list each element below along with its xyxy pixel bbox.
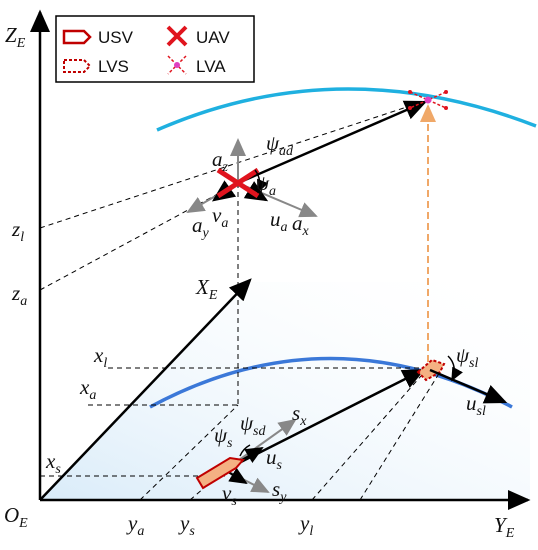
label: ay — [192, 213, 210, 241]
legend: USV UAV LVS LVA — [55, 15, 255, 83]
label: usl — [466, 391, 486, 419]
legend-label: UAV — [196, 28, 230, 47]
label: ys — [178, 511, 195, 539]
label: ψa — [256, 171, 276, 199]
label-sub: y — [201, 226, 210, 241]
label-sub: s — [189, 524, 195, 539]
label-sub: a — [89, 388, 96, 403]
label-main: v — [222, 481, 232, 505]
label: za — [11, 281, 27, 309]
label-main: a — [292, 211, 303, 235]
label-sub: z — [222, 160, 229, 175]
label: sx — [292, 401, 307, 429]
label: YE — [494, 513, 515, 541]
label-sub: y — [278, 490, 287, 505]
label-main: y — [298, 511, 310, 535]
label-main: Y — [494, 513, 508, 537]
label-main: v — [212, 203, 222, 227]
legend-label: USV — [98, 28, 134, 47]
label: sy — [272, 477, 287, 505]
label-sub: x — [299, 414, 307, 429]
label: ψad — [266, 131, 294, 159]
label-sub: a — [269, 184, 276, 199]
label-main: O — [4, 503, 19, 527]
label-sub: s — [231, 494, 237, 509]
label-sub: l — [103, 356, 107, 371]
legend-label: LVA — [196, 57, 226, 76]
label-main: s — [272, 477, 280, 501]
label-sub: a — [221, 216, 228, 231]
label-main: u — [270, 207, 281, 231]
label-main: u — [466, 391, 477, 415]
label-main: X — [195, 275, 210, 299]
label-main: z — [11, 217, 20, 241]
label-main: x — [93, 343, 104, 367]
label-main: s — [292, 401, 300, 425]
label-main: u — [266, 445, 277, 469]
label: ψsd — [240, 411, 266, 439]
label: xl — [93, 343, 107, 371]
label-main: ψ — [266, 131, 280, 155]
label-main: a — [192, 213, 203, 237]
label-main: z — [11, 281, 20, 305]
label-main: ψ — [256, 171, 270, 195]
label-sub: sl — [477, 404, 486, 419]
label-sub: s — [55, 462, 61, 477]
label-main: a — [212, 147, 223, 171]
label-sub: l — [309, 524, 313, 539]
label: ψs — [214, 423, 233, 451]
label: zl — [11, 217, 24, 245]
label-sub: ad — [279, 144, 294, 159]
label: OE — [4, 503, 28, 531]
label: ua — [270, 207, 288, 235]
label: XE — [195, 275, 218, 303]
legend-label: LVS — [98, 57, 129, 76]
label: ψsl — [456, 343, 478, 371]
label: ZE — [5, 23, 26, 51]
label-sub: E — [505, 526, 515, 541]
label-sub: a — [281, 220, 288, 235]
label-main: ψ — [240, 411, 254, 435]
label-main: y — [126, 511, 138, 535]
label-sub: E — [208, 288, 218, 303]
label: az — [212, 147, 229, 175]
label-main: y — [178, 511, 190, 535]
label-sub: sl — [469, 356, 478, 371]
label: yl — [298, 511, 313, 539]
label-sub: a — [137, 524, 144, 539]
drawing — [30, 9, 537, 510]
label-sub: s — [277, 458, 283, 473]
label: xs — [45, 449, 61, 477]
label-sub: l — [20, 230, 24, 245]
label: va — [212, 203, 228, 231]
label: xa — [79, 375, 96, 403]
label: vs — [222, 481, 237, 509]
label-main: ψ — [456, 343, 470, 367]
label-sub: s — [227, 436, 233, 451]
label: ya — [126, 511, 144, 539]
label: ax — [292, 211, 310, 239]
label-main: x — [45, 449, 56, 473]
label: us — [266, 445, 283, 473]
label-sub: sd — [253, 424, 266, 439]
label-sub: a — [20, 294, 27, 309]
label-sub: x — [302, 224, 310, 239]
label-main: x — [79, 375, 90, 399]
label-sub: E — [18, 516, 28, 531]
label-main: ψ — [214, 423, 228, 447]
label-sub: E — [16, 36, 26, 51]
label-main: Z — [5, 23, 17, 47]
